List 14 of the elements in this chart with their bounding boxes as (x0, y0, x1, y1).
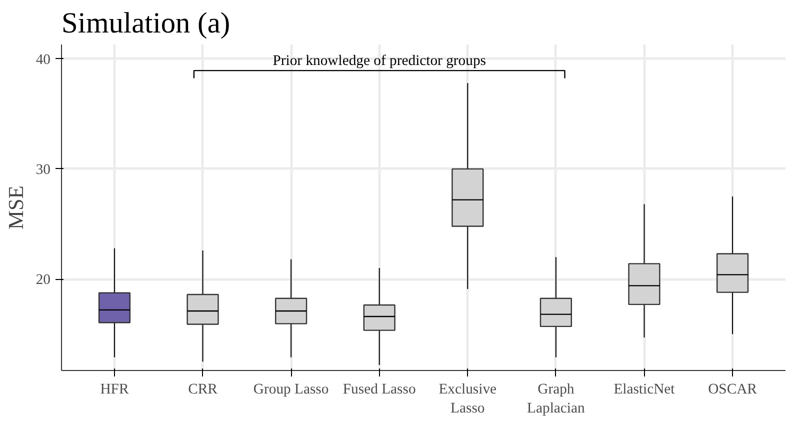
annotation: Prior knowledge of predictor groups (272, 52, 486, 69)
x-tick-label: Graph Laplacian (527, 382, 586, 417)
x-tick-label: HFR (100, 382, 129, 398)
x-tick-label: Group Lasso (253, 382, 329, 398)
x-tick-label: Fused Lasso (342, 382, 416, 398)
chart-title: Simulation (a) (62, 8, 230, 40)
x-tick-label: OSCAR (708, 382, 758, 398)
y-tick-label: 30 (36, 162, 50, 178)
x-tick-label: ElasticNet (614, 382, 675, 398)
x-tick-label: Exclusive Lasso (438, 382, 497, 417)
y-tick-label: 20 (36, 272, 50, 288)
x-tick-label: CRR (188, 382, 218, 398)
y-axis-title: MSE (4, 186, 28, 230)
y-tick-label: 40 (36, 52, 50, 68)
